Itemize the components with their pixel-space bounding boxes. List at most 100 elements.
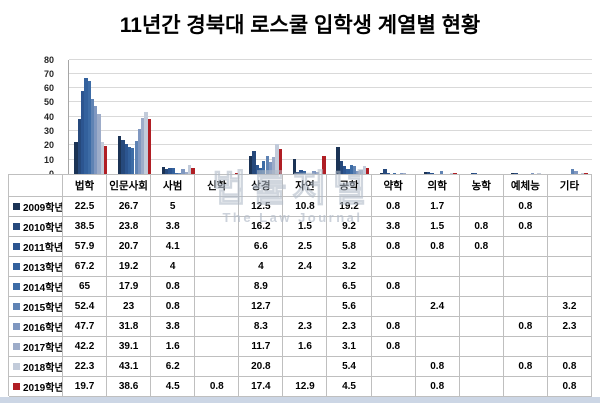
bar-2011학년-사범 [168,168,172,174]
table-value-cell [415,257,460,277]
table-value-cell: 22.3 [63,357,108,377]
table-value-cell: 0.8 [371,277,416,297]
bar-2011학년-농학 [473,172,478,174]
bar-2019학년-의학 [453,172,457,174]
table-value-cell [547,217,592,237]
bar-2019학년-상경 [278,149,282,174]
bar-2010학년-의학 [426,171,431,174]
table-value-cell: 12.5 [239,197,284,217]
table-value-cell [195,197,240,217]
page-edge-strip [0,397,600,403]
year-label-text: 2016학년 [23,323,63,334]
table-value-cell: 39.1 [107,337,152,357]
bar-2017학년-사범 [184,171,189,174]
table-value-cell: 3.8 [151,217,196,237]
table-value-cell: 23.8 [107,217,152,237]
table-value-cell: 4.5 [327,377,372,397]
category-header: 기타 [547,175,592,197]
bar-2015학년-기타 [571,169,575,174]
table-value-cell: 19.7 [63,377,108,397]
category-header: 농학 [459,175,504,197]
bar-2011학년-공학 [342,165,347,174]
category-header: 의학 [415,175,460,197]
bar-2014학년-공학 [349,164,353,174]
table-value-cell [415,317,460,337]
bar-2011학년-자연 [299,170,303,174]
table-value-cell [459,197,504,217]
bar-2011학년-약학 [386,172,390,174]
y-tick-label: 70 [43,68,54,79]
table-value-cell: 0.8 [371,317,416,337]
bar-2017학년-상경 [272,157,276,174]
year-row-label: 2018학년 [9,357,63,377]
table-value-cell: 2.3 [327,317,372,337]
table-value-cell [195,317,240,337]
table-value-cell: 26.7 [107,197,152,217]
table-value-cell: 0.8 [503,317,548,337]
table-value-cell [547,197,592,217]
table-value-cell: 2.4 [415,297,460,317]
table-value-cell [459,377,504,397]
bar-2019학년-자연 [322,155,326,174]
bar-2016학년-상경 [268,162,273,174]
bar-2013학년-사범 [171,168,175,174]
table-value-cell: 0.8 [371,197,416,217]
table-value-cell: 4.5 [151,377,196,397]
gridline [69,115,592,117]
chart-title: 11년간 경북대 로스쿨 입학생 계열별 현황 [119,14,481,37]
table-value-cell [547,237,592,257]
gridline [69,101,592,103]
table-value-cell: 3.2 [547,297,592,317]
legend-key [13,303,20,310]
gridline [69,130,592,132]
year-label-text: 2014학년 [23,283,63,294]
table-value-cell: 52.4 [63,297,108,317]
table-value-cell: 12.9 [283,377,328,397]
bar-2009학년-인문사회 [118,135,122,174]
table-value-cell: 8.9 [239,277,284,297]
table-value-cell: 1.6 [283,337,328,357]
table-value-cell [459,277,504,297]
table-value-cell [459,317,504,337]
bar-2009학년-공학 [336,146,340,174]
table-value-cell: 0.8 [415,237,460,257]
table-value-cell: 0.8 [547,357,592,377]
category-header: 법학 [63,175,108,197]
table-value-cell: 6.5 [327,277,372,297]
bar-2013학년-인문사회 [127,146,132,174]
bar-2017학년-공학 [359,169,363,174]
table-value-cell: 4 [151,257,196,277]
year-label-text: 2017학년 [23,343,63,354]
gridline [69,58,592,60]
table-value-cell: 20.8 [239,357,284,377]
bar-2016학년-예체능 [530,172,535,174]
bar-2016학년-약학 [399,172,404,174]
table-value-cell: 0.8 [459,217,504,237]
year-row-label: 2011학년 [9,237,63,257]
gridline [69,144,592,146]
y-tick-label: 80 [43,54,54,65]
gridline [69,72,592,74]
bar-2010학년-인문사회 [121,139,125,174]
y-tick-label: 10 [43,154,54,165]
table-value-cell: 0.8 [415,377,460,397]
bar-2018학년-사범 [188,165,192,174]
bar-2014학년-인문사회 [131,148,135,174]
table-value-cell [547,277,592,297]
year-label-text: 2009학년 [23,203,63,214]
table-value-cell [459,297,504,317]
table-value-cell: 57.9 [63,237,108,257]
table-value-cell [459,337,504,357]
legend-key [13,243,20,250]
table-value-cell: 6.6 [239,237,284,257]
y-tick-label: 20 [43,140,54,151]
table-value-cell: 0.8 [503,197,548,217]
bar-2011학년-인문사회 [124,144,128,174]
category-header: 자연 [283,175,328,197]
y-tick-label: 60 [43,83,54,94]
bar-2011학년-의학 [430,172,434,174]
table-value-cell: 0.8 [503,357,548,377]
bar-2015학년-의학 [440,170,444,174]
bar-2010학년-상경 [252,150,256,174]
